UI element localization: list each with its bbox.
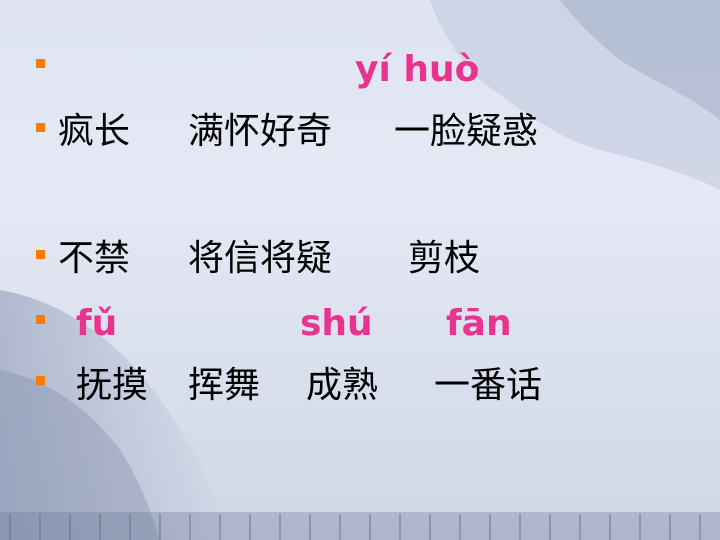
word-chengshu: 成熟 bbox=[306, 365, 379, 406]
word-jiangxinjiangyi: 将信将疑 bbox=[188, 238, 333, 279]
pinyin-shu: shú bbox=[300, 303, 373, 344]
vocab-row-5: 抚摸 挥舞 成熟 一番话 bbox=[0, 366, 720, 406]
word-manhuaihaoqi: 满怀好奇 bbox=[188, 111, 333, 152]
word-yifanhua: 一番话 bbox=[434, 365, 543, 406]
pinyin-fu: fǔ bbox=[76, 303, 118, 344]
vocab-row-2: 疯长 满怀好奇 一脸疑惑 bbox=[0, 112, 720, 152]
word-fumo: 抚摸 bbox=[76, 365, 149, 406]
word-huiwu: 挥舞 bbox=[188, 365, 261, 406]
word-jianzhi: 剪枝 bbox=[408, 238, 481, 279]
vocab-row-3: 不禁 将信将疑 剪枝 bbox=[0, 239, 720, 279]
bullet-marker bbox=[36, 59, 45, 68]
word-bujin: 不禁 bbox=[58, 238, 131, 279]
bullet-marker bbox=[36, 123, 45, 132]
pinyin-fan: fān bbox=[446, 303, 512, 344]
pinyin-yi-huo: yí huò bbox=[355, 49, 480, 90]
bullet-marker bbox=[36, 376, 45, 385]
word-fengzhang: 疯长 bbox=[58, 111, 131, 152]
bullet-marker bbox=[36, 250, 45, 259]
bullet-marker bbox=[36, 315, 45, 324]
pinyin-row-4: fǔ shú fān bbox=[0, 304, 720, 344]
pinyin-row-1: yí huò bbox=[0, 50, 720, 90]
word-yilianyihuo: 一脸疑惑 bbox=[394, 111, 539, 152]
